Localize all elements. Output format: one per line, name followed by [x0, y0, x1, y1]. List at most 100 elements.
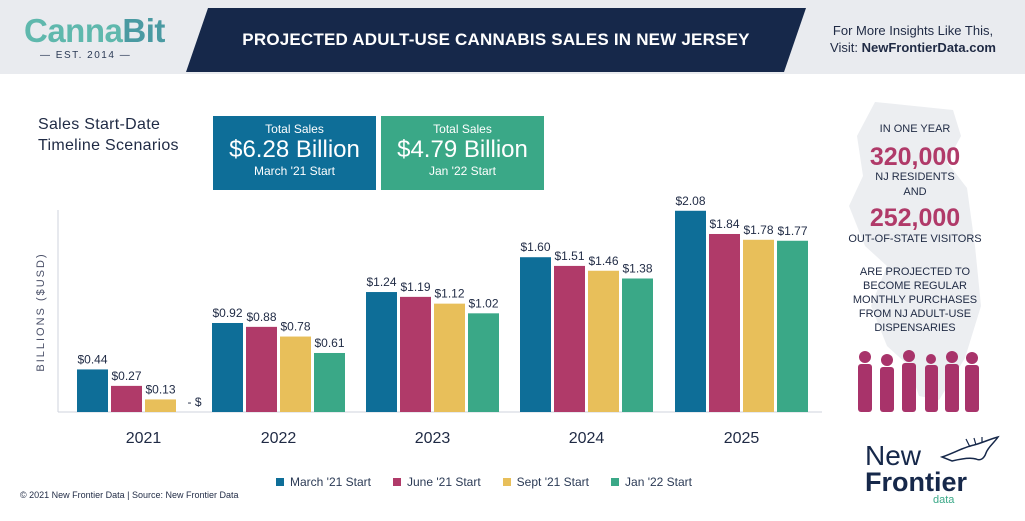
total-sales-label: Total Sales: [433, 122, 492, 136]
data-label-2024-march-21-start: $1.60: [520, 240, 550, 254]
legend-item-march: March '21 Start: [276, 475, 371, 489]
bar-2024-june-21-start: [554, 265, 585, 412]
legend-label: June '21 Start: [407, 475, 481, 489]
total-sales-start: March '21 Start: [254, 164, 335, 178]
data-label-2025-june-21-start: $1.84: [709, 217, 739, 231]
total-sales-value: $4.79 Billion: [397, 136, 528, 163]
bar-2024-sept-21-start: [588, 270, 619, 412]
bar-2023-sept-21-start: [434, 303, 465, 412]
data-label-2022-jan-22-start: $0.61: [314, 336, 344, 350]
bar-2023-jan-22-start: [468, 313, 499, 412]
residents-label: NJ RESIDENTS: [875, 171, 955, 183]
projection-text: ARE PROJECTED TO BECOME REGULAR MONTHLY …: [835, 265, 995, 335]
legend-swatch: [393, 478, 401, 486]
bars-group: $0.44 $0.27 $0.13 - $ 2021 $0.92 $0.88 $0.78 $0.…: [77, 194, 808, 447]
data-label-2021-jan-22-start: - $: [187, 395, 201, 409]
legend-label: March '21 Start: [290, 475, 371, 489]
projection-line: ARE PROJECTED TO: [859, 266, 971, 278]
category-label-2023: 2023: [415, 430, 451, 447]
projection-line: FROM NJ ADULT-USE: [858, 308, 972, 320]
data-label-2024-june-21-start: $1.51: [554, 249, 584, 263]
logo-word-frontier: Frontier: [865, 467, 968, 497]
bar-2022-march-21-start: [212, 322, 243, 412]
people-silhouettes-icon: [858, 350, 979, 412]
bar-2022-jan-22-start: [314, 352, 345, 412]
legend-item-sept: Sept '21 Start: [502, 475, 590, 489]
legend-label: Jan '22 Start: [625, 475, 693, 489]
insights-line: For More Insights Like This,: [832, 23, 994, 38]
legend-item-jan: Jan '22 Start: [611, 475, 692, 489]
bar-2021-sept-21-start: [145, 399, 176, 412]
logo-word-bit: Bit: [122, 12, 165, 49]
title-banner: [186, 8, 806, 72]
total-sales-value: $6.28 Billion: [229, 136, 360, 163]
scenarios-title: Sales Start-Date Timeline Scenarios: [38, 114, 208, 156]
category-label-2024: 2024: [569, 430, 605, 447]
data-label-2025-march-21-start: $2.08: [675, 194, 705, 208]
total-sales-box-march: Total Sales $6.28 Billion March '21 Star…: [213, 116, 376, 190]
bar-2023-march-21-start: [366, 292, 397, 412]
data-label-2023-june-21-start: $1.19: [400, 280, 430, 294]
visit-prefix: Visit:: [830, 40, 862, 55]
category-label-2025: 2025: [724, 430, 760, 447]
bar-2022-june-21-start: [246, 326, 277, 412]
bar-2025-jan-22-start: [777, 240, 808, 412]
visitors-value: 252,000: [869, 204, 961, 232]
website-link[interactable]: NewFrontierData.com: [861, 40, 996, 55]
bar-2024-march-21-start: [520, 257, 551, 412]
total-sales-box-jan: Total Sales $4.79 Billion Jan '22 Start: [381, 116, 544, 190]
data-label-2023-sept-21-start: $1.12: [434, 287, 464, 301]
nj-state-map-icon: [849, 102, 981, 400]
in-one-year: IN ONE YEAR: [879, 123, 951, 135]
and-label: AND: [903, 186, 927, 198]
insights-callout: For More Insights Like This, Visit: NewF…: [808, 22, 1018, 56]
scenarios-title-line1: Sales Start-Date: [38, 116, 161, 133]
visitors-label: OUT-OF-STATE VISITORS: [848, 233, 982, 245]
footer-source: © 2021 New Frontier Data | Source: New F…: [20, 490, 239, 500]
logo-established: — EST. 2014 —: [40, 50, 132, 61]
cannabit-logo: CannaBit — EST. 2014 —: [24, 12, 184, 62]
logo-word-data: data: [933, 494, 955, 506]
sales-bar-chart: BILLIONS ($USD) $0.44$0.27$0.13- $2021$0…: [35, 194, 822, 447]
bar-2024-jan-22-start: [622, 278, 653, 412]
category-label-2022: 2022: [261, 430, 297, 447]
bar-2023-june-21-start: [400, 296, 431, 412]
legend-swatch: [611, 478, 620, 486]
bar-2025-june-21-start: [709, 233, 740, 412]
data-label-2021-march-21-start: $0.44: [77, 352, 107, 366]
scenarios-title-line2: Timeline Scenarios: [38, 137, 179, 154]
data-label-2022-june-21-start: $0.88: [246, 310, 276, 324]
projection-line: MONTHLY PURCHASES: [852, 294, 978, 306]
data-label-2021-june-21-start: $0.27: [111, 369, 141, 383]
logo-word-new: New: [865, 440, 922, 471]
y-axis-label: BILLIONS ($USD): [35, 252, 47, 371]
data-label-2022-march-21-start: $0.92: [212, 306, 242, 320]
bar-2025-march-21-start: [675, 210, 706, 412]
page-title: PROJECTED ADULT-USE CANNABIS SALES IN NE…: [242, 30, 750, 49]
legend-swatch: [502, 478, 511, 486]
data-label-2021-sept-21-start: $0.13: [145, 382, 175, 396]
data-label-2024-jan-22-start: $1.38: [622, 261, 652, 275]
logo-word-canna: Canna: [24, 12, 123, 49]
legend-swatch: [276, 478, 284, 486]
total-sales-start: Jan '22 Start: [429, 164, 496, 178]
projection-line: DISPENSARIES: [874, 322, 956, 334]
horse-logo-icon: [940, 435, 1000, 462]
data-label-2025-sept-21-start: $1.78: [743, 223, 773, 237]
bar-2021-march-21-start: [77, 369, 108, 412]
bar-2025-sept-21-start: [743, 239, 774, 412]
bar-2021-june-21-start: [111, 385, 142, 412]
category-label-2021: 2021: [126, 430, 162, 447]
data-label-2023-jan-22-start: $1.02: [468, 296, 498, 310]
chart-legend: March '21 Start June '21 Start Sept '21 …: [276, 475, 692, 489]
residents-value: 320,000: [869, 143, 961, 171]
total-sales-label: Total Sales: [265, 122, 324, 136]
legend-item-june: June '21 Start: [393, 475, 481, 489]
data-label-2023-march-21-start: $1.24: [366, 275, 396, 289]
legend-label: Sept '21 Start: [516, 475, 590, 489]
projection-line: BECOME REGULAR: [863, 280, 967, 292]
data-label-2024-sept-21-start: $1.46: [588, 254, 618, 268]
data-label-2022-sept-21-start: $0.78: [280, 320, 310, 334]
bar-2022-sept-21-start: [280, 336, 311, 412]
data-label-2025-jan-22-start: $1.77: [777, 224, 807, 238]
